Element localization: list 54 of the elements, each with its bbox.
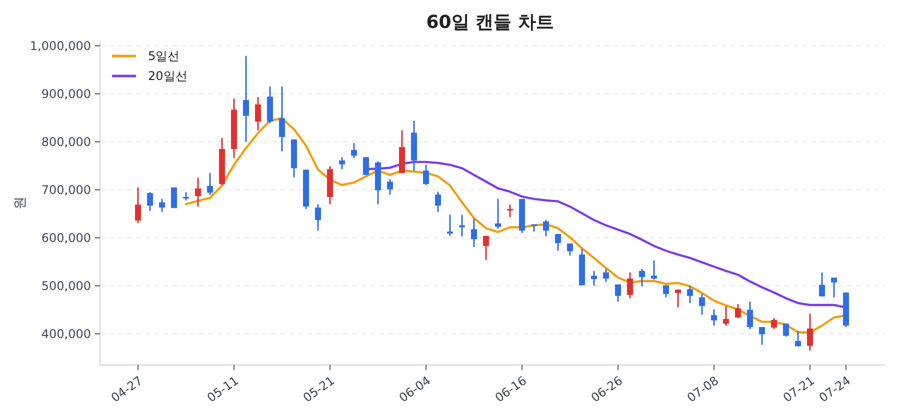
candlestick — [363, 156, 369, 176]
candlestick — [759, 326, 765, 346]
candlestick — [339, 156, 345, 170]
candlestick — [639, 268, 645, 288]
candlestick — [483, 235, 489, 261]
y-tick-label: 600,000 — [41, 231, 91, 245]
candlestick — [447, 214, 453, 237]
candlestick — [387, 178, 393, 196]
candlestick — [819, 272, 825, 298]
candlestick — [807, 312, 813, 352]
candlestick — [627, 272, 633, 300]
candlestick — [135, 186, 141, 224]
candlestick — [195, 177, 201, 208]
candlestick — [279, 86, 285, 152]
candlestick — [591, 270, 597, 287]
candlestick — [735, 303, 741, 319]
candlestick — [783, 322, 789, 338]
candlestick — [771, 317, 777, 330]
candlestick — [831, 276, 837, 298]
y-axis-title: 원 — [13, 196, 28, 210]
candlestick — [423, 164, 429, 186]
y-tick-label: 1,000,000 — [30, 39, 91, 53]
candlestick — [471, 218, 477, 248]
candlestick — [723, 306, 729, 326]
candlestick — [687, 285, 693, 304]
candlestick — [147, 191, 153, 212]
candlestick — [747, 300, 753, 330]
candlestick — [507, 204, 513, 218]
candlestick — [603, 268, 609, 283]
legend-label: 5일선 — [148, 49, 180, 64]
candlestick — [315, 203, 321, 232]
y-tick-label: 500,000 — [41, 279, 91, 293]
legend-label: 20일선 — [148, 69, 188, 84]
candlestick — [543, 219, 549, 238]
candlestick — [351, 142, 357, 159]
y-tick-label: 900,000 — [41, 87, 91, 101]
candlestick — [207, 172, 213, 196]
candlestick — [255, 96, 261, 132]
candlestick — [555, 233, 561, 252]
candlestick — [675, 288, 681, 308]
chart-title: 60일 캔들 차트 — [426, 12, 554, 33]
candlestick — [651, 260, 657, 280]
candlestick — [567, 242, 573, 256]
candlestick — [243, 55, 249, 143]
y-tick-label: 700,000 — [41, 183, 91, 197]
candlestick — [711, 308, 717, 326]
candlestick — [699, 293, 705, 316]
candlestick — [159, 198, 165, 213]
candlestick — [615, 284, 621, 302]
candlestick — [495, 198, 501, 230]
y-tick-label: 800,000 — [41, 135, 91, 149]
candlestick — [795, 330, 801, 348]
candlestick — [435, 190, 441, 213]
y-tick-label: 400,000 — [41, 327, 91, 341]
